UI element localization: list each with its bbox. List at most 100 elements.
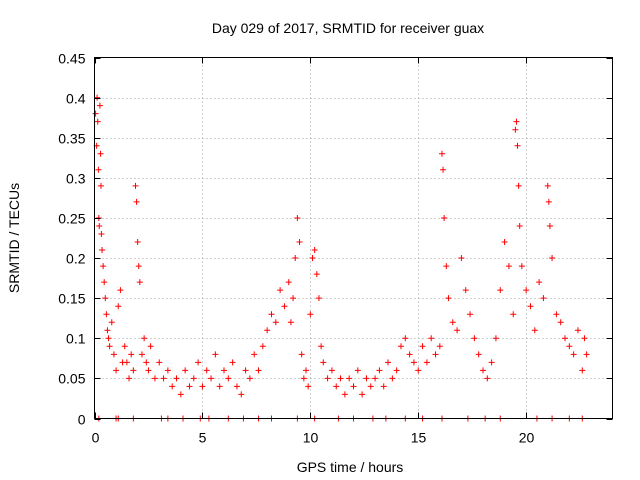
data-point [428, 335, 435, 342]
data-point [402, 335, 409, 342]
data-point [102, 295, 109, 302]
data-point [101, 279, 108, 286]
data-point [436, 343, 443, 350]
data-point [246, 375, 253, 382]
data-point [238, 391, 245, 398]
data-point [488, 359, 495, 366]
data-point [121, 343, 128, 350]
data-point [307, 311, 314, 318]
data-point [277, 287, 284, 294]
data-point [94, 118, 101, 125]
data-point [492, 335, 499, 342]
data-point [449, 319, 456, 326]
data-point [333, 383, 340, 390]
data-point [531, 327, 538, 334]
data-point [397, 343, 404, 350]
tick-labels: 0 0.05 0.1 0.15 0.2 0.25 0.3 0.35 0.4 0.45 0 5 10 15 2… [58, 51, 534, 446]
y-tick-label: 0.25 [58, 211, 85, 227]
data-point [454, 327, 461, 334]
data-point [259, 343, 266, 350]
data-point [110, 351, 117, 358]
data-point [501, 239, 508, 246]
data-point [108, 319, 115, 326]
y-tick-label: 0.1 [66, 331, 86, 347]
y-tick-label: 0 [78, 412, 86, 428]
data-point [98, 230, 105, 237]
data-point [113, 367, 120, 374]
data-point [104, 327, 111, 334]
x-tick-label: 10 [303, 430, 319, 446]
data-point [251, 351, 258, 358]
y-axis-label: SRMTID / TECUs [6, 183, 22, 293]
data-point [242, 367, 249, 374]
data-point [566, 343, 573, 350]
data-point [350, 383, 357, 390]
data-point [164, 367, 171, 374]
data-point [264, 327, 271, 334]
data-point [138, 351, 145, 358]
data-point [553, 311, 560, 318]
data-point [423, 359, 430, 366]
data-point [389, 375, 396, 382]
data-point [134, 239, 141, 246]
data-point [225, 375, 232, 382]
data-point [216, 383, 223, 390]
data-point [300, 375, 307, 382]
data-point [292, 255, 299, 262]
data-point [182, 367, 189, 374]
data-point [536, 279, 543, 286]
data-point [199, 383, 206, 390]
data-point [438, 150, 445, 157]
grid-layer [94, 57, 613, 419]
data-point [186, 383, 193, 390]
data-point [458, 255, 465, 262]
data-point [475, 351, 482, 358]
data-point [320, 359, 327, 366]
data-point [290, 295, 297, 302]
data-point [96, 102, 103, 109]
data-point [92, 110, 99, 117]
data-point [117, 287, 124, 294]
data-point [557, 319, 564, 326]
data-point [445, 295, 452, 302]
data-point [296, 239, 303, 246]
data-point [441, 214, 448, 221]
data-point [415, 367, 422, 374]
data-point [203, 367, 210, 374]
data-point [96, 222, 103, 229]
data-point [419, 343, 426, 350]
data-point [462, 287, 469, 294]
data-point [570, 351, 577, 358]
data-point [285, 279, 292, 286]
data-point [406, 351, 413, 358]
data-point [484, 375, 491, 382]
data-point [136, 279, 143, 286]
data-points [92, 94, 590, 422]
data-point [190, 375, 197, 382]
data-point [268, 311, 275, 318]
data-point [562, 335, 569, 342]
data-point [105, 335, 112, 342]
data-point [363, 375, 370, 382]
data-point [141, 335, 148, 342]
y-tick-label: 0.15 [58, 291, 85, 307]
data-point [527, 303, 534, 310]
data-point [143, 359, 150, 366]
data-point [97, 182, 104, 189]
data-point [315, 295, 322, 302]
data-point [497, 287, 504, 294]
data-point [221, 367, 227, 374]
data-point [346, 375, 353, 382]
data-point [518, 263, 525, 270]
y-tick-label: 0.4 [66, 91, 86, 107]
data-point [305, 383, 312, 390]
y-tick-label: 0.2 [66, 251, 86, 267]
data-point [354, 367, 361, 374]
data-point [510, 311, 517, 318]
data-point [100, 263, 107, 270]
data-point [540, 295, 547, 302]
data-point [106, 343, 113, 350]
data-point [272, 319, 279, 326]
data-point [393, 367, 400, 374]
data-point [514, 142, 521, 149]
